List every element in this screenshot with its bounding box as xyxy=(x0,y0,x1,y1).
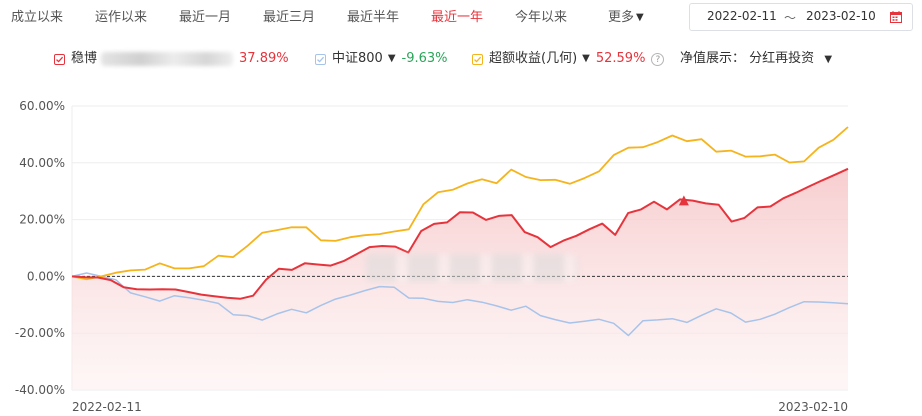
y-tick-label: 40.00% xyxy=(19,156,65,170)
chevron-down-icon: ▼ xyxy=(824,54,833,65)
fund-name: 稳博 xyxy=(71,51,98,66)
help-icon[interactable]: ? xyxy=(651,52,665,66)
chart-legend: 稳博 37.89% 中证800 ▼ -9.63% 超额收益(几何) ▼ 52.5… xyxy=(0,46,922,72)
more-dropdown[interactable]: 更多 ▼ xyxy=(608,8,644,28)
more-label: 更多 xyxy=(608,10,635,25)
legend-fund[interactable]: 稳博 37.89% xyxy=(54,50,289,68)
tab-last-three-months[interactable]: 最近三月 xyxy=(263,10,316,25)
period-tabs: 成立以来 运作以来 最近一月 最近三月 最近半年 最近一年 今年以来 更多 ▼ … xyxy=(0,0,922,36)
check-icon xyxy=(56,56,64,63)
nav-display-value[interactable]: 分红再投资 xyxy=(749,51,815,66)
nav-display-setting[interactable]: 净值展示： 分红再投资 ▼ xyxy=(680,50,832,68)
tab-last-year[interactable]: 最近一年 xyxy=(431,10,484,25)
redacted-fund-name-blur xyxy=(101,52,234,66)
excess-name: 超额收益(几何) xyxy=(489,51,578,66)
check-icon xyxy=(474,56,482,63)
index-name: 中证800 xyxy=(332,51,383,66)
check-icon xyxy=(317,56,325,63)
fund-checkbox[interactable] xyxy=(54,53,65,65)
y-tick-label: -20.00% xyxy=(15,326,65,340)
excess-checkbox[interactable] xyxy=(472,53,483,65)
y-tick-label: 60.00% xyxy=(19,99,65,113)
legend-index[interactable]: 中证800 ▼ -9.63% xyxy=(315,50,448,68)
y-tick-label: 0.00% xyxy=(27,269,65,283)
date-range-picker[interactable]: 2022-02-11 ～ 2023-02-10 xyxy=(689,3,913,31)
chevron-down-icon: ▼ xyxy=(636,12,644,23)
excess-series-line xyxy=(71,126,849,281)
legend-excess[interactable]: 超额收益(几何) ▼ 52.59% ? xyxy=(472,50,665,68)
nav-display-label: 净值展示： xyxy=(680,51,746,66)
tab-last-month[interactable]: 最近一月 xyxy=(179,10,232,25)
tab-since-inception[interactable]: 成立以来 xyxy=(11,10,64,25)
caret-down-icon[interactable]: ▼ xyxy=(582,53,590,64)
index-return-value: -9.63% xyxy=(401,51,448,66)
tab-year-to-date[interactable]: 今年以来 xyxy=(515,10,568,25)
y-tick-label: -40.00% xyxy=(15,383,65,397)
index-checkbox[interactable] xyxy=(315,53,326,65)
date-end[interactable]: 2023-02-10 xyxy=(806,9,876,23)
y-tick-label: 20.00% xyxy=(19,213,65,227)
caret-down-icon[interactable]: ▼ xyxy=(387,53,396,64)
date-separator: ～ xyxy=(784,11,797,25)
calendar-icon[interactable] xyxy=(890,11,902,23)
event-marker[interactable] xyxy=(678,195,689,206)
index-series-line xyxy=(71,272,849,337)
tab-since-operation[interactable]: 运作以来 xyxy=(95,10,148,25)
fund-return-value: 37.89% xyxy=(239,51,289,66)
tab-last-half-year[interactable]: 最近半年 xyxy=(347,10,400,25)
fund-series-line xyxy=(71,167,849,300)
excess-return-value: 52.59% xyxy=(595,51,646,66)
watermark-blur xyxy=(366,254,578,282)
x-tick-label: 2023-02-10 xyxy=(778,400,848,414)
x-tick-label: 2022-02-11 xyxy=(72,400,142,414)
date-start[interactable]: 2022-02-11 xyxy=(707,9,777,23)
